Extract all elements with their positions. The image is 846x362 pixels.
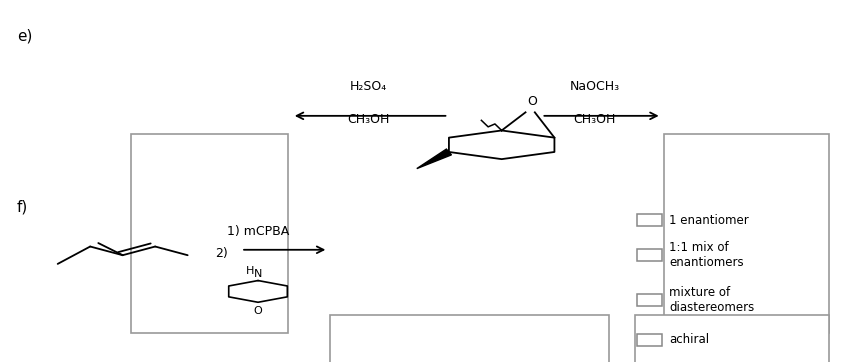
Text: H₂SO₄: H₂SO₄ [349,80,387,93]
Bar [637,294,662,306]
Text: CH₃OH: CH₃OH [574,113,616,126]
Bar [664,134,829,333]
Bar [637,214,662,226]
Text: f): f) [17,199,28,214]
Text: mixture of
diastereomers: mixture of diastereomers [669,286,755,314]
Text: H: H [245,266,254,276]
Text: NaOCH₃: NaOCH₃ [569,80,620,93]
Bar [330,315,609,362]
Text: CH₃OH: CH₃OH [347,113,389,126]
Bar [637,249,662,261]
Text: O: O [527,95,537,108]
Text: achiral: achiral [669,333,709,346]
Bar [637,334,662,346]
Text: 1 enantiomer: 1 enantiomer [669,214,749,227]
Text: 1) mCPBA: 1) mCPBA [227,225,289,238]
Text: O: O [254,306,262,316]
Bar [634,315,829,362]
Text: e): e) [17,29,32,44]
Text: 2): 2) [215,247,228,260]
Polygon shape [417,149,452,169]
Bar [131,134,288,333]
Text: N: N [254,269,262,279]
Text: 1:1 mix of
enantiomers: 1:1 mix of enantiomers [669,241,744,269]
